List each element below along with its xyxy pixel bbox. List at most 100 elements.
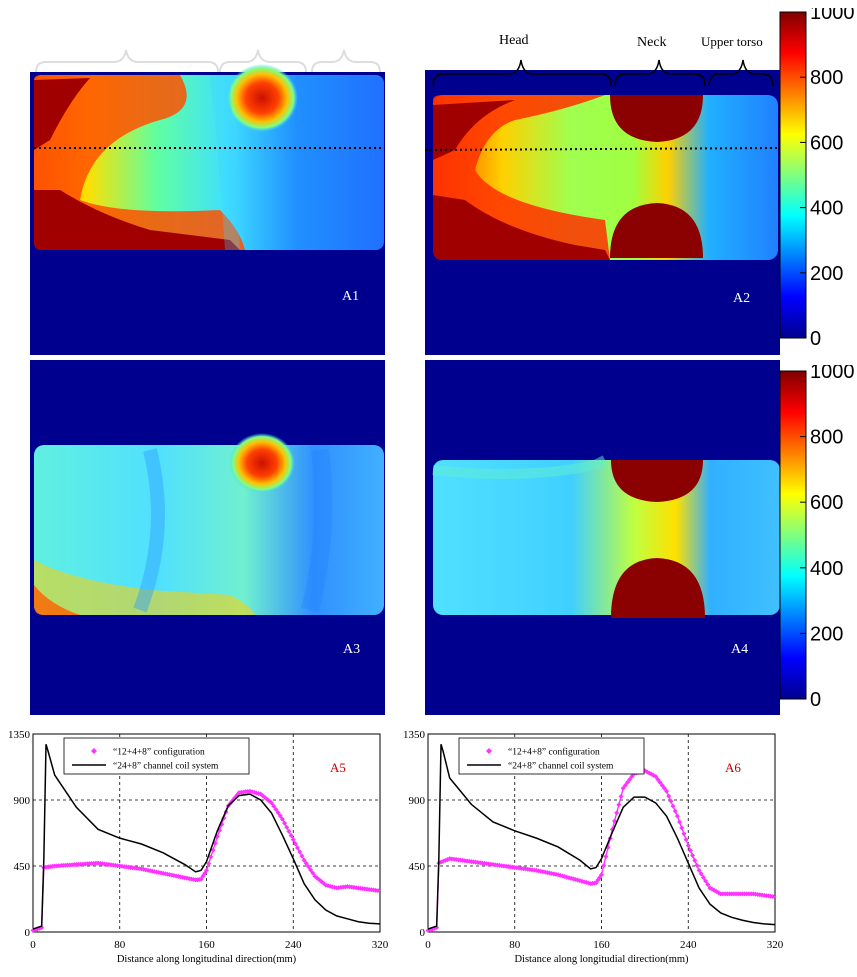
neck-hotspot [610, 203, 703, 258]
series-point [32, 927, 38, 933]
series-point [438, 859, 444, 865]
body-region [433, 460, 780, 615]
series-point [271, 803, 277, 809]
series-point [674, 813, 680, 819]
series-point [694, 862, 700, 868]
series-point [655, 776, 661, 782]
region-label-upper-torso: Upper torso [304, 18, 366, 33]
legend-marker [91, 748, 97, 754]
panel-label: A1 [342, 289, 359, 304]
region-label-upper-torso: Upper torso [701, 34, 763, 49]
series-point [570, 876, 576, 882]
panel-label: A2 [733, 291, 750, 306]
series-point [627, 776, 633, 782]
series-point [286, 828, 292, 834]
region-label-neck: Neck [637, 35, 667, 50]
legend: “12+4+8” configuration “24+8” channel coi… [458, 737, 645, 775]
series-point [284, 824, 290, 830]
x-tick-label: 320 [767, 939, 784, 951]
neck-hotspot [611, 460, 703, 502]
colorbar-tick-label: 200 [810, 263, 843, 285]
series-point [445, 857, 451, 863]
legend-label: “12+4+8” configuration [113, 747, 205, 758]
series-point [614, 810, 620, 816]
series-point [188, 876, 194, 882]
colorbar-ticks: 0 200 400 600 800 1000 [800, 365, 855, 710]
y-tick-label: 0 [25, 927, 31, 939]
series-point [138, 866, 144, 872]
x-tick-label: 240 [680, 939, 697, 951]
series-point [603, 854, 609, 860]
series-point [577, 878, 583, 884]
series-point [190, 876, 196, 882]
y-tick-label: 450 [409, 861, 426, 873]
series-line [427, 744, 776, 930]
series-point [659, 782, 665, 788]
x-tick-label: 160 [198, 939, 215, 951]
series-point [295, 845, 301, 851]
series-point [143, 867, 149, 873]
series-point [316, 877, 322, 883]
heatmap-a3: A3 [30, 360, 385, 715]
series-point [253, 790, 259, 796]
series-point [687, 847, 693, 853]
panel-label: A5 [330, 760, 346, 775]
colorbar-tick-label: 200 [810, 623, 843, 645]
series-point [533, 867, 539, 873]
series-point [692, 857, 698, 863]
heatmap-a1: A1 [30, 0, 385, 355]
series-point [685, 842, 691, 848]
x-tick-label: 80 [509, 939, 521, 951]
line-chart-a6: 0 80 160 240 320 0 450 900 1350 “12+4+8” configur… [403, 729, 784, 965]
series-point [646, 770, 652, 776]
series-point [711, 887, 717, 893]
series-point [672, 808, 678, 814]
legend: “12+4+8” configuration “24+8” channel coi… [63, 737, 250, 775]
series-point [147, 868, 153, 874]
series-point [266, 798, 272, 804]
series-point [299, 853, 305, 859]
series-point [141, 866, 147, 872]
neck-hotspot [226, 64, 298, 132]
y-tick-label: 1350 [8, 729, 31, 741]
heatmap-a2: A2 [425, 0, 780, 355]
series-point [375, 888, 381, 894]
profile-line [425, 147, 778, 151]
series-point [429, 926, 435, 932]
panel-label: A6 [725, 760, 741, 775]
series-point [186, 876, 192, 882]
series-point [679, 825, 685, 831]
series-point [690, 852, 696, 858]
series-point [39, 925, 45, 931]
series-point [249, 789, 255, 795]
series-point [251, 789, 257, 795]
series-point [661, 785, 667, 791]
colorbar-tick-label: 800 [810, 427, 843, 449]
series-point [705, 881, 711, 887]
series-point [698, 871, 704, 877]
series-point [616, 802, 622, 808]
series-point [681, 831, 687, 837]
series-point [297, 849, 303, 855]
series-point [206, 861, 212, 867]
region-label-head: Head [106, 15, 136, 30]
series-point [696, 867, 702, 873]
y-tick-label: 450 [14, 861, 31, 873]
series-point [644, 769, 650, 775]
series-point [292, 841, 298, 847]
series-point [549, 870, 555, 876]
series-point [618, 793, 624, 799]
series-point [440, 858, 446, 864]
colorbar-ticks: 0 200 400 600 800 1000 [800, 8, 855, 348]
series-point [217, 828, 223, 834]
y-tick-label: 900 [14, 795, 31, 807]
series-point [568, 875, 574, 881]
series-point [156, 869, 162, 875]
series-point [30, 928, 36, 934]
region-label-neck: Neck [241, 15, 271, 30]
series-point [301, 857, 307, 863]
legend-label: “24+8” channel coil system [113, 762, 219, 772]
series-point [629, 774, 635, 780]
series-point [700, 874, 706, 880]
series-point [620, 785, 626, 791]
